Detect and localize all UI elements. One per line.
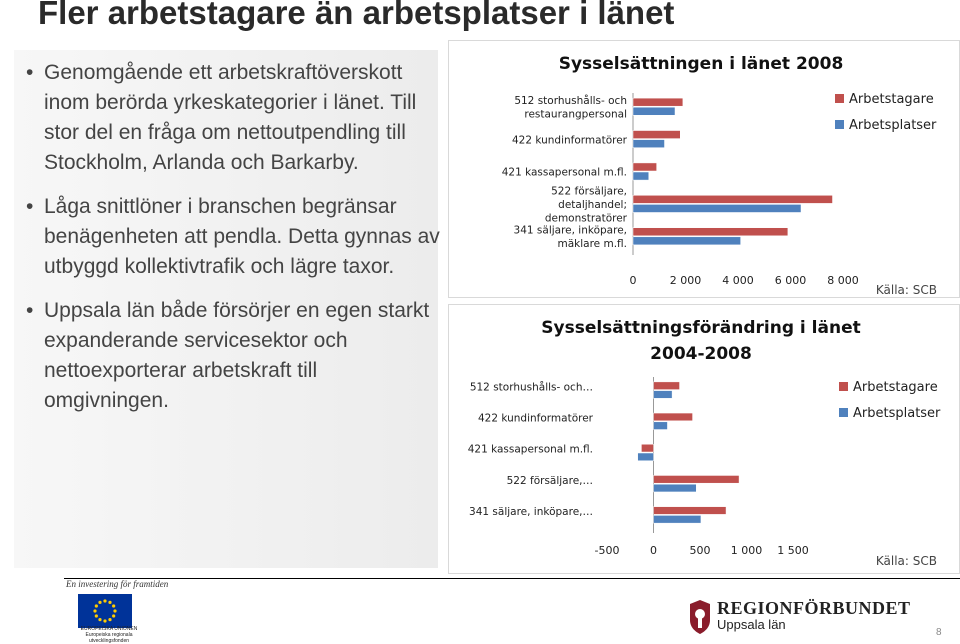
bar-arbetstagare <box>632 195 833 204</box>
chart-employment-2008: Sysselsättningen i länet 2008 512 storhus… <box>448 40 960 298</box>
eu-star <box>108 600 112 604</box>
org-subtitle: Uppsala län <box>717 617 786 632</box>
legend-label: Arbetstagare <box>853 380 938 395</box>
eu-star <box>103 619 107 623</box>
bar-arbetstagare <box>632 162 657 172</box>
bar-arbetstagare <box>632 97 684 107</box>
category-label: demonstratörer <box>545 213 628 225</box>
bar-arbetsplatser <box>653 421 668 430</box>
category-label: 421 kassapersonal m.fl. <box>468 444 593 456</box>
eu-star <box>108 618 112 622</box>
legend-swatch-arbetstagare <box>835 94 844 103</box>
eu-star <box>98 618 102 622</box>
bar-arbetsplatser <box>632 236 741 246</box>
bar-arbetstagare <box>653 412 693 422</box>
eu-star <box>103 599 107 603</box>
source-label: Källa: SCB <box>876 554 937 568</box>
bar-arbetstagare <box>641 444 654 453</box>
bullet-item: • Uppsala län både försörjer en egen star… <box>20 296 440 416</box>
x-tick-label: 8 000 <box>827 274 859 287</box>
chart-title: 2004-2008 <box>650 344 752 364</box>
bar-arbetsplatser <box>632 204 802 213</box>
bullet-glyph: • <box>26 61 34 84</box>
eu-star <box>94 604 98 608</box>
bar-arbetstagare <box>653 381 680 390</box>
bar-arbetstagare <box>653 506 727 515</box>
x-tick-label: 500 <box>690 544 711 557</box>
category-label: 512 storhushålls- och… <box>470 380 593 393</box>
bar-arbetstagare <box>632 227 789 237</box>
category-label: detaljhandel; <box>558 199 627 211</box>
bullet-text: Uppsala län både försörjer en egen stark… <box>44 299 430 412</box>
chart-title: Sysselsättningsförändring i länet <box>541 318 861 338</box>
bar-arbetsplatser <box>632 139 665 148</box>
bullet-text: Låga snittlöner i branschen begränsar be… <box>44 195 440 278</box>
eu-flag-icon <box>78 594 132 628</box>
eu-star <box>98 600 102 604</box>
eu-star <box>112 614 116 618</box>
legend-swatch-arbetstagare <box>839 382 848 391</box>
chart-employment-change: Sysselsättningsförändring i länet 2004-20… <box>448 304 960 574</box>
bar-arbetstagare <box>632 130 681 139</box>
category-label: 421 kassapersonal m.fl. <box>502 167 627 179</box>
x-tick-label: -500 <box>595 544 620 557</box>
footer-slogan: En investering för framtiden <box>66 579 169 589</box>
bar-arbetsplatser <box>653 390 673 399</box>
legend-label: Arbetsplatser <box>853 406 941 421</box>
bar-arbetsplatser <box>632 106 676 116</box>
regionforbundet-logo <box>686 598 714 641</box>
org-name: REGIONFÖRBUNDET <box>717 598 911 618</box>
eu-caption: EUROPEISKA UNIONEN Europeiska regionala … <box>80 626 138 644</box>
bullet-text: Genomgående ett arbetskraftöverskott ino… <box>44 61 417 174</box>
category-label: 422 kundinformatörer <box>478 412 594 424</box>
x-tick-label: 2 000 <box>670 274 702 287</box>
chart-employment-2008-svg: Sysselsättningen i länet 2008 512 storhus… <box>502 54 937 297</box>
category-label: 422 kundinformatörer <box>512 134 628 146</box>
eu-star <box>113 609 117 613</box>
bullet-glyph: • <box>26 299 34 322</box>
category-label: 341 säljare, inköpare, <box>514 225 627 237</box>
chart-title: Sysselsättningen i länet 2008 <box>559 54 844 74</box>
bar-arbetsplatser <box>653 483 697 493</box>
bullet-list: • Genomgående ett arbetskraftöverskott in… <box>20 58 440 430</box>
legend-swatch-arbetsplatser <box>839 408 848 417</box>
eu-star <box>93 609 97 613</box>
category-label: 522 försäljare, <box>551 186 627 198</box>
bullet-item: • Låga snittlöner i branschen begränsar b… <box>20 192 440 282</box>
x-tick-label: 1 000 <box>731 544 763 557</box>
legend-label: Arbetstagare <box>849 92 934 107</box>
regionforbundet-emblem-icon <box>690 600 710 634</box>
source-label: Källa: SCB <box>876 283 937 297</box>
x-tick-label: 0 <box>630 274 637 287</box>
eu-star <box>112 604 116 608</box>
footer-divider <box>64 578 960 579</box>
bullet-item: • Genomgående ett arbetskraftöverskott in… <box>20 58 440 178</box>
page-number: 8 <box>936 627 942 638</box>
slide-title: Fler arbetstagare än arbetsplatser i län… <box>38 0 675 31</box>
category-label: 522 försäljare,… <box>507 475 593 487</box>
bullet-panel <box>14 50 438 568</box>
category-label: restaurangpersonal <box>524 109 627 121</box>
bullet-glyph: • <box>26 195 34 218</box>
category-label: mäklare m.fl. <box>558 238 628 250</box>
bar-arbetsplatser <box>632 171 649 181</box>
category-label: 512 storhushålls- och <box>514 94 627 107</box>
category-label: 341 säljare, inköpare,… <box>469 506 593 518</box>
eu-star <box>94 614 98 618</box>
bar-arbetsplatser <box>637 452 654 461</box>
x-tick-label: 6 000 <box>775 274 807 287</box>
bar-arbetsplatser <box>653 515 702 524</box>
bar-arbetstagare <box>653 475 740 484</box>
eu-flag-logo <box>74 594 144 633</box>
legend-label: Arbetsplatser <box>849 118 937 133</box>
chart-employment-change-svg: Sysselsättningsförändring i länet 2004-20… <box>468 318 941 568</box>
x-tick-label: 4 000 <box>722 274 754 287</box>
x-tick-label: 0 <box>650 544 657 557</box>
x-tick-label: 1 500 <box>777 544 809 557</box>
legend-swatch-arbetsplatser <box>835 120 844 129</box>
